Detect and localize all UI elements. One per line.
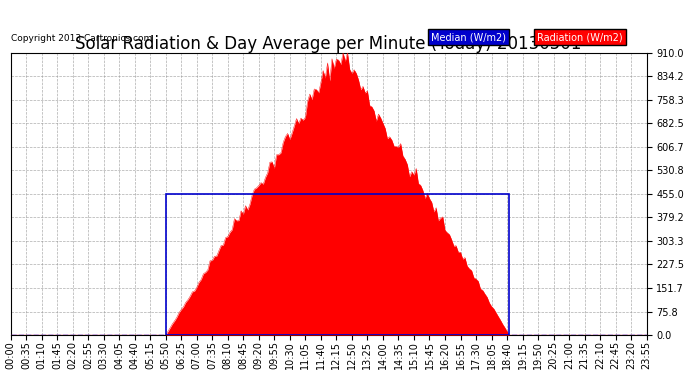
Text: Radiation (W/m2): Radiation (W/m2) xyxy=(537,32,623,42)
Text: Copyright 2013 Cartronics.com: Copyright 2013 Cartronics.com xyxy=(10,34,152,43)
Title: Solar Radiation & Day Average per Minute (Today) 20130501: Solar Radiation & Day Average per Minute… xyxy=(75,34,582,53)
Bar xyxy=(166,194,509,335)
Text: Median (W/m2): Median (W/m2) xyxy=(431,32,506,42)
